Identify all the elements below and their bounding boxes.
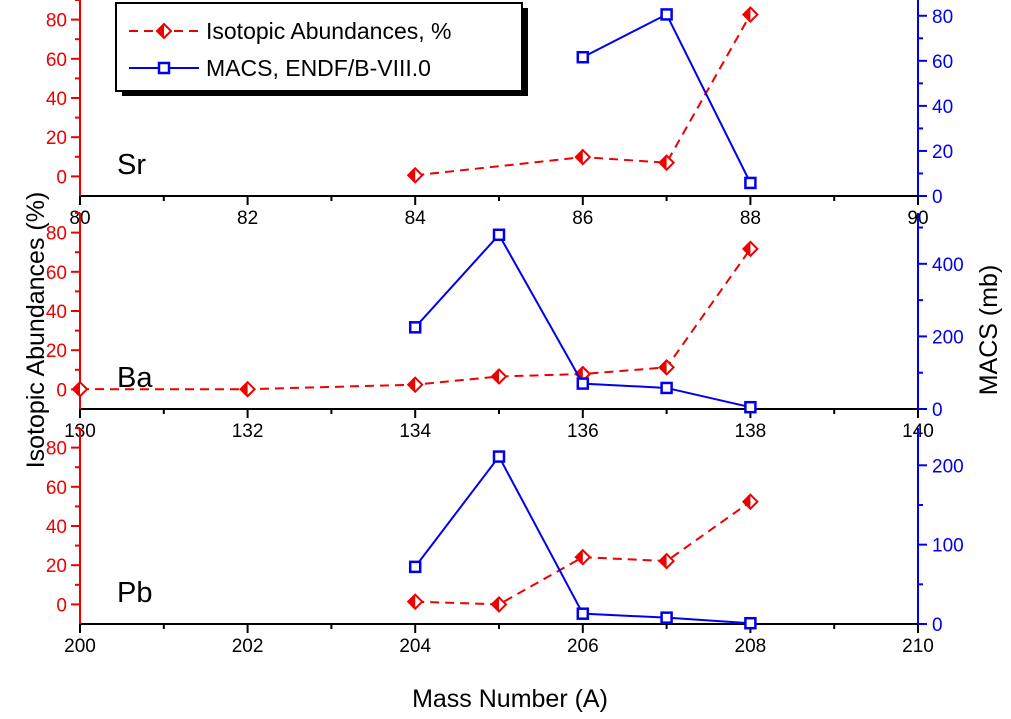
abundance-point-fill bbox=[659, 360, 667, 375]
y-left-tick-label: 80 bbox=[46, 224, 67, 245]
y-left-tick-label: 40 bbox=[46, 517, 67, 538]
y-right-tick-label: 0 bbox=[932, 615, 943, 636]
abundance-point-fill bbox=[408, 168, 416, 183]
macs-point bbox=[576, 377, 590, 390]
legend-box bbox=[115, 2, 523, 92]
x-tick-label: 210 bbox=[902, 636, 934, 657]
macs-point bbox=[744, 616, 757, 630]
abundance-point-fill bbox=[743, 7, 751, 22]
abundance-point-fill bbox=[575, 150, 583, 165]
abundance-point-fill bbox=[743, 494, 751, 509]
x-tick-label: 82 bbox=[237, 208, 258, 229]
abundance-point-fill bbox=[408, 377, 416, 392]
x-tick-label: 136 bbox=[567, 421, 599, 442]
y-right-tick-label: 100 bbox=[932, 536, 964, 557]
y-axis-left-title: Isotopic Abundances (%) bbox=[22, 192, 50, 469]
y-right-tick-label: 0 bbox=[932, 400, 943, 421]
macs-point bbox=[408, 560, 422, 574]
y-right-tick-label: 200 bbox=[932, 456, 964, 477]
macs-point bbox=[576, 607, 590, 620]
series-abundance-line bbox=[79, 248, 752, 391]
legend-entry-macs: MACS, ENDF/B-VIII.0 bbox=[206, 55, 431, 81]
x-tick-label: 206 bbox=[567, 636, 599, 657]
x-tick-label: 132 bbox=[232, 421, 264, 442]
abundance-point-fill bbox=[743, 241, 751, 256]
y-left-tick-label: 80 bbox=[46, 439, 67, 460]
macs-point bbox=[492, 228, 506, 242]
legend: Isotopic Abundances, % MACS, ENDF/B-VIII.… bbox=[115, 2, 528, 96]
x-axis-title: Mass Number (A) bbox=[412, 685, 608, 713]
abundance-point-fill bbox=[575, 550, 583, 565]
y-right-tick-label: 400 bbox=[932, 255, 964, 276]
y-left-tick-label: 60 bbox=[46, 263, 67, 284]
y-left-tick-label: 0 bbox=[56, 167, 67, 188]
x-tick-label: 208 bbox=[735, 636, 767, 657]
legend-abundance-marker-fill bbox=[157, 24, 164, 38]
y-left-tick-label: 80 bbox=[46, 11, 67, 32]
y-right-tick-label: 60 bbox=[932, 52, 953, 73]
y-left-tick-label: 60 bbox=[46, 50, 67, 71]
x-tick-label: 138 bbox=[735, 421, 767, 442]
y-left-tick-label: 60 bbox=[46, 478, 67, 499]
y-left-tick-label: 0 bbox=[56, 595, 67, 616]
y-right-tick-label: 0 bbox=[932, 187, 943, 208]
x-tick-label: 200 bbox=[64, 636, 96, 657]
y-axis-right-title: MACS (mb) bbox=[975, 265, 1003, 396]
legend-entry-abundance: Isotopic Abundances, % bbox=[206, 18, 452, 44]
series-macs-line bbox=[414, 454, 751, 625]
y-left-tick-label: 20 bbox=[46, 556, 67, 577]
x-tick-label: 204 bbox=[399, 636, 431, 657]
panel-element-label: Pb bbox=[117, 577, 152, 609]
macs-point bbox=[576, 50, 590, 64]
y-right-tick-label: 80 bbox=[932, 7, 953, 28]
abundance-point-fill bbox=[240, 382, 248, 397]
y-left-tick-label: 40 bbox=[46, 302, 67, 323]
macs-point bbox=[744, 400, 757, 414]
abundance-point-fill bbox=[492, 597, 499, 612]
abundance-point-fill bbox=[408, 594, 416, 609]
x-tick-label: 86 bbox=[572, 208, 593, 229]
y-left-tick-label: 20 bbox=[46, 128, 67, 149]
x-tick-label: 202 bbox=[232, 636, 264, 657]
y-right-tick-label: 200 bbox=[932, 327, 964, 348]
macs-point bbox=[660, 381, 673, 395]
macs-point bbox=[408, 321, 422, 334]
x-tick-label: 84 bbox=[405, 208, 427, 229]
macs-point bbox=[660, 8, 673, 21]
legend-macs-marker bbox=[157, 61, 171, 75]
y-right-tick-label: 40 bbox=[932, 97, 953, 118]
panel-element-label: Sr bbox=[117, 149, 146, 181]
x-tick-label: 134 bbox=[399, 421, 431, 442]
x-tick-label: 88 bbox=[740, 208, 761, 229]
abundance-point-fill bbox=[73, 382, 80, 397]
y-right-tick-label: 20 bbox=[932, 142, 953, 163]
y-left-tick-label: 40 bbox=[46, 89, 67, 110]
macs-point bbox=[660, 611, 673, 624]
abundance-point-fill bbox=[659, 155, 667, 170]
abundance-point-fill bbox=[659, 554, 667, 569]
macs-point bbox=[492, 450, 506, 463]
y-left-tick-label: 0 bbox=[56, 380, 67, 401]
y-left-tick-label: 20 bbox=[46, 341, 67, 362]
macs-point bbox=[744, 176, 757, 190]
series-abundance-line bbox=[415, 14, 752, 177]
abundance-point-fill bbox=[492, 369, 499, 384]
